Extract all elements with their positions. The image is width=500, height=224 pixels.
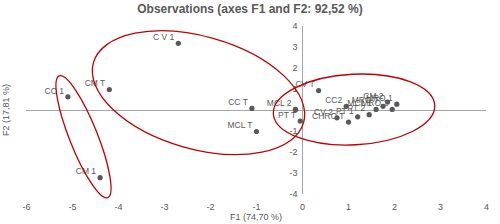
svg-text:4: 4 <box>292 21 297 31</box>
svg-text:-3: -3 <box>289 168 297 178</box>
svg-text:0: 0 <box>300 202 305 212</box>
svg-text:PT T: PT T <box>278 110 296 120</box>
svg-text:1: 1 <box>346 202 351 212</box>
svg-text:2: 2 <box>292 63 297 73</box>
svg-text:3: 3 <box>292 42 297 52</box>
svg-text:CM T: CM T <box>84 78 106 89</box>
svg-text:-4: -4 <box>289 189 297 199</box>
svg-text:CC 1: CC 1 <box>45 86 65 96</box>
html-text:Observations (axes F1 and F2:: Observations (axes F1 and F2: 92,52 %) <box>137 2 363 16</box>
svg-text:PT 2: PT 2 <box>347 103 366 114</box>
svg-text:MRO 2: MRO 2 <box>361 98 388 108</box>
svg-text:-5: -5 <box>68 202 76 212</box>
svg-text:-1: -1 <box>289 126 298 137</box>
svg-text:-2: -2 <box>206 202 214 212</box>
svg-text:-1: -1 <box>252 202 260 212</box>
svg-text:-3: -3 <box>160 202 168 212</box>
svg-text:CV T: CV T <box>295 79 315 90</box>
svg-text:3: 3 <box>438 202 443 212</box>
svg-text:C V 1: C V 1 <box>153 32 175 42</box>
svg-text:CC T: CC T <box>228 97 248 107</box>
svg-text:CHRO T: CHRO T <box>312 110 345 121</box>
svg-text:MCL T: MCL T <box>227 120 252 130</box>
svg-text:-6: -6 <box>22 202 30 212</box>
svg-text:MCL 2: MCL 2 <box>266 98 292 109</box>
svg-text:2: 2 <box>392 202 397 212</box>
svg-text:F2 (17,81 %): F2 (17,81 %) <box>1 84 11 136</box>
svg-text:-4: -4 <box>114 202 122 212</box>
svg-text:CM 1: CM 1 <box>75 166 97 177</box>
svg-text:F1 (74,70 %): F1 (74,70 %) <box>230 212 282 222</box>
svg-text:-2: -2 <box>289 147 297 157</box>
svg-text:PT 1: PT 1 <box>335 105 354 116</box>
svg-text:4: 4 <box>484 202 489 212</box>
svg-text:CC2: CC2 <box>325 95 342 105</box>
